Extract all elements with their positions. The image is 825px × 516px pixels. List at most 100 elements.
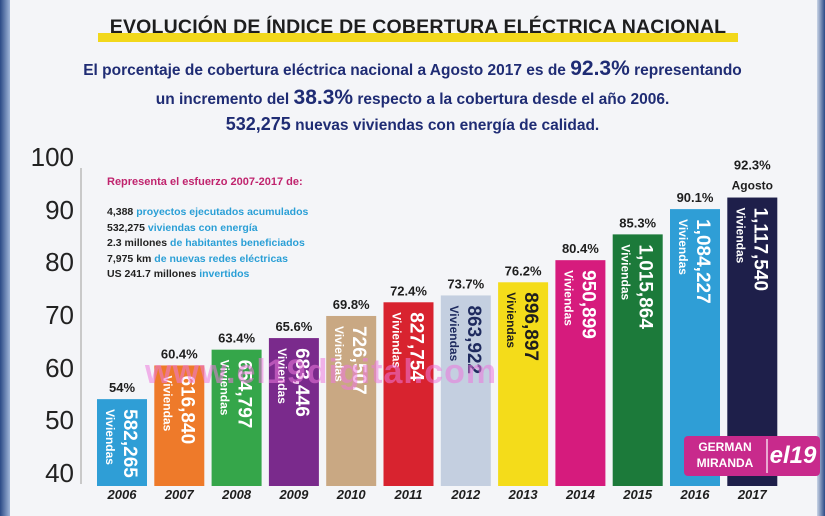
bar-homes-word: Viviendas <box>676 219 690 275</box>
bar-value-label: 90.1% <box>677 190 714 205</box>
info-row-value: 4,388 <box>107 206 134 218</box>
bar <box>383 302 434 486</box>
bar-homes-label: 896,897 <box>520 292 541 361</box>
bar-homes-label: 1,015,864 <box>635 244 656 329</box>
bar-homes-word: Viviendas <box>733 208 747 264</box>
info-row: 2.3 millones de habitantes beneficiados <box>107 237 305 249</box>
x-tick-label: 2008 <box>221 487 252 502</box>
brand-logo: el19 <box>766 439 818 473</box>
bar-homes-word: Viviendas <box>103 409 117 465</box>
info-row: 7,975 km de nuevas redes eléctricas <box>107 253 288 265</box>
x-tick-label: 2015 <box>622 487 653 502</box>
info-row-label: viviendas con energía <box>144 221 258 234</box>
subtitle-line-1: El porcentaje de cobertura eléctrica nac… <box>0 57 825 81</box>
bar <box>440 295 491 486</box>
bar-value-label: 76.2% <box>505 263 542 278</box>
bar-homes-label: 616,840 <box>176 375 197 444</box>
bar-homes-label: 950,899 <box>577 270 598 339</box>
x-tick-label: 2013 <box>508 487 539 502</box>
bar-value-label: 54% <box>109 380 135 395</box>
bar <box>498 282 549 486</box>
info-row: 4,388 proyectos ejecutados acumulados <box>107 206 308 218</box>
x-tick-label: 2010 <box>336 487 367 502</box>
bar-homes-word: Viviendas <box>390 312 404 368</box>
title-highlight-bar <box>98 33 738 42</box>
subtitle-2-text-c: respecto a la cobertura desde el año 200… <box>353 91 670 108</box>
bar-value-label: 65.6% <box>275 319 312 334</box>
bar-homes-label: 863,922 <box>463 305 484 374</box>
bar <box>154 365 205 486</box>
bar-homes-label: 654,797 <box>234 360 255 429</box>
subtitle-line-2: un incremento del 38.3% respecto a la co… <box>0 86 825 110</box>
bar-homes-word: Viviendas <box>561 270 575 326</box>
bar <box>612 234 663 486</box>
x-tick-label: 2017 <box>737 487 768 502</box>
bar-value-label: 60.4% <box>161 346 198 361</box>
credit-line-1: GERMAN <box>698 440 752 454</box>
info-row-value: 2.3 millones <box>107 237 168 250</box>
info-row-label: proyectos ejecutados acumulados <box>133 206 309 218</box>
bar-homes-word: Viviendas <box>447 305 461 361</box>
y-tick-label: 80 <box>45 247 74 278</box>
poster-edge-left <box>0 0 10 516</box>
bar-value-label: 80.4% <box>562 241 599 256</box>
x-tick-label: 2014 <box>565 487 596 502</box>
x-tick-label: 2012 <box>450 487 481 502</box>
info-row-label: de nuevas redes eléctricas <box>151 252 288 265</box>
credit-name: GERMAN MIRANDA <box>689 439 761 471</box>
y-tick-label: 40 <box>45 457 74 488</box>
bar-homes-word: Viviendas <box>275 348 289 404</box>
subtitle-1-text-a: El porcentaje de cobertura eléctrica nac… <box>83 62 571 79</box>
info-row-value: 532,275 <box>107 221 145 234</box>
x-tick-label: 2011 <box>394 487 423 502</box>
bar-homes-word: Viviendas <box>218 360 232 416</box>
y-axis-line <box>80 168 82 484</box>
title-block: EVOLUCIÓN DE ÍNDICE DE COBERTURA ELÉCTRI… <box>98 14 738 44</box>
subtitle-2-text-a: un incremento del <box>155 91 294 108</box>
bar <box>97 399 147 486</box>
info-row-value: US 241.7 millones <box>107 268 197 281</box>
bar-homes-word: Viviendas <box>619 244 633 300</box>
subtitle-line-3: 532,275 nuevas viviendas con energía de … <box>0 114 825 135</box>
x-tick-label: 2006 <box>107 487 138 502</box>
bar-homes-word: Viviendas <box>332 326 346 382</box>
bar-homes-label: 1,084,227 <box>692 219 713 304</box>
info-row-value: 7,975 km <box>107 252 152 265</box>
x-tick-label: 2016 <box>680 487 711 502</box>
subtitle-1-text-c: representando <box>629 62 742 79</box>
info-row-label: invertidos <box>196 268 250 281</box>
subtitle-3-text: nuevas viviendas con energía de calidad. <box>290 117 600 134</box>
bar <box>555 260 606 486</box>
bar-homes-label: 726,507 <box>348 326 369 395</box>
x-tick-label: 2009 <box>278 487 309 502</box>
bar-value-label: 72.4% <box>390 283 427 298</box>
subtitle-3-figure: 532,275 <box>225 114 291 134</box>
y-tick-label: 90 <box>45 194 74 225</box>
bar-homes-label: 683,446 <box>291 348 312 417</box>
y-tick-label: 100 <box>30 142 74 172</box>
bar-note-label: Agosto <box>732 179 773 193</box>
bar-homes-word: Viviendas <box>160 375 174 431</box>
watermark-text: www.el19digital.com <box>145 353 498 391</box>
info-heading: Representa el esfuerzo 2007-2017 de: <box>107 176 303 188</box>
info-row: US 241.7 millones invertidos <box>107 268 249 280</box>
credit-badge: GERMAN MIRANDA el19 <box>684 436 820 476</box>
bar-value-label: 69.8% <box>333 297 370 312</box>
y-tick-label: 70 <box>45 299 74 330</box>
bar-homes-label: 1,117,540 <box>749 208 770 291</box>
bar-homes-label: 582,265 <box>119 409 140 478</box>
bar-homes-word: Viviendas <box>504 292 518 348</box>
bar-homes-label: 827,754 <box>406 312 427 381</box>
bar-value-label: 92.3% <box>734 158 771 173</box>
info-row-label: de habitantes beneficiados <box>167 237 305 250</box>
credit-line-2: MIRANDA <box>696 456 754 470</box>
bar-value-label: 85.3% <box>619 215 656 230</box>
subtitle-1-figure: 92.3% <box>570 57 630 80</box>
subtitle-2-figure: 38.3% <box>293 86 354 109</box>
poster-edge-right <box>817 0 825 516</box>
y-tick-label: 60 <box>45 352 74 383</box>
chart-title: EVOLUCIÓN DE ÍNDICE DE COBERTURA ELÉCTRI… <box>109 16 727 38</box>
x-tick-label: 2007 <box>164 487 195 502</box>
